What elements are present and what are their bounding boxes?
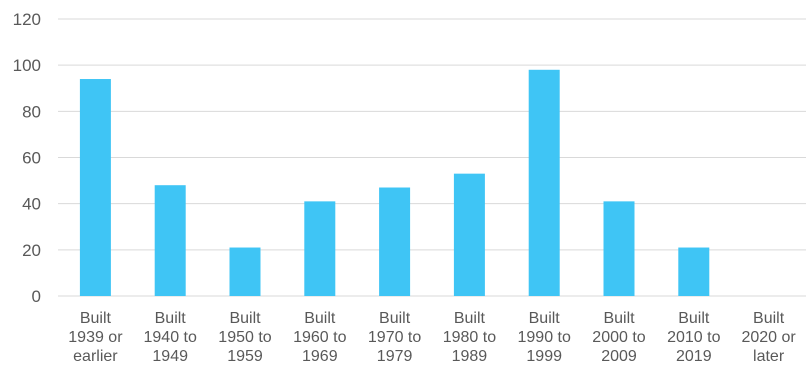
x-category-label-line: Built	[304, 310, 336, 327]
x-category-label: Built 2020 or later	[741, 310, 796, 365]
x-category-label: Built 1960 to 1969	[293, 310, 346, 365]
x-category-label-line: Built	[753, 310, 785, 327]
x-category-label: Built 1980 to 1989	[443, 310, 496, 365]
x-category-label-line: 1940 to	[144, 329, 197, 346]
bar	[528, 69, 560, 297]
x-category-label: Built 1939 or earlier	[68, 310, 123, 365]
x-category-label: Built 1970 to 1979	[368, 310, 421, 365]
x-category-label-line: 1989	[452, 348, 488, 365]
x-category-label-line: 1939 or	[68, 329, 123, 346]
x-category-label-line: Built	[603, 310, 635, 327]
x-category-label-line: 1980 to	[443, 329, 496, 346]
x-category-label-line: Built	[379, 310, 411, 327]
y-tick-label: 60	[22, 149, 41, 168]
x-category-label-line: 1970 to	[368, 329, 421, 346]
x-category-label-line: 1950 to	[218, 329, 271, 346]
x-category-label-line: 2009	[601, 348, 637, 365]
x-category-label-line: 1990 to	[518, 329, 571, 346]
bar	[453, 173, 485, 296]
bars	[79, 69, 710, 297]
bar	[154, 185, 186, 296]
x-category-label: Built 2000 to 2009	[592, 310, 645, 365]
x-category-label-line: Built	[678, 310, 710, 327]
bar	[229, 247, 261, 296]
bar	[379, 187, 411, 296]
y-tick-label: 100	[13, 56, 41, 75]
bar	[678, 247, 710, 296]
x-category-label-line: Built	[529, 310, 561, 327]
x-category-label: Built 1990 to 1999	[518, 310, 571, 365]
x-category-label-line: 2020 or	[741, 329, 796, 346]
y-tick-label: 40	[22, 195, 41, 214]
x-category-label-line: 1979	[377, 348, 413, 365]
x-category-label-line: earlier	[73, 348, 118, 365]
x-category-label-line: Built	[454, 310, 486, 327]
x-category-label-line: Built	[80, 310, 112, 327]
x-category-label-line: 1949	[152, 348, 188, 365]
x-category-label-line: 1969	[302, 348, 338, 365]
x-category-label-line: Built	[229, 310, 261, 327]
bar	[304, 201, 336, 296]
x-category-label-line: later	[753, 348, 785, 365]
x-category-label: Built 1940 to 1949	[144, 310, 197, 365]
bar	[79, 79, 111, 297]
y-tick-label: 120	[13, 10, 41, 29]
x-category-label-line: 2000 to	[592, 329, 645, 346]
x-category-label-line: 1959	[227, 348, 263, 365]
x-category-label-line: 1999	[526, 348, 562, 365]
x-category-label: Built 1950 to 1959	[218, 310, 271, 365]
y-tick-label: 0	[32, 287, 41, 306]
y-axis-tick-labels: 0 20 40 60 80 100 120	[13, 10, 41, 306]
x-category-label: Built 2010 to 2019	[667, 310, 720, 365]
x-category-label-line: Built	[155, 310, 187, 327]
y-tick-label: 80	[22, 102, 41, 121]
x-category-label-line: 2019	[676, 348, 712, 365]
x-category-label-line: 2010 to	[667, 329, 720, 346]
bar	[603, 201, 635, 296]
x-category-label-line: 1960 to	[293, 329, 346, 346]
y-tick-label: 20	[22, 241, 41, 260]
